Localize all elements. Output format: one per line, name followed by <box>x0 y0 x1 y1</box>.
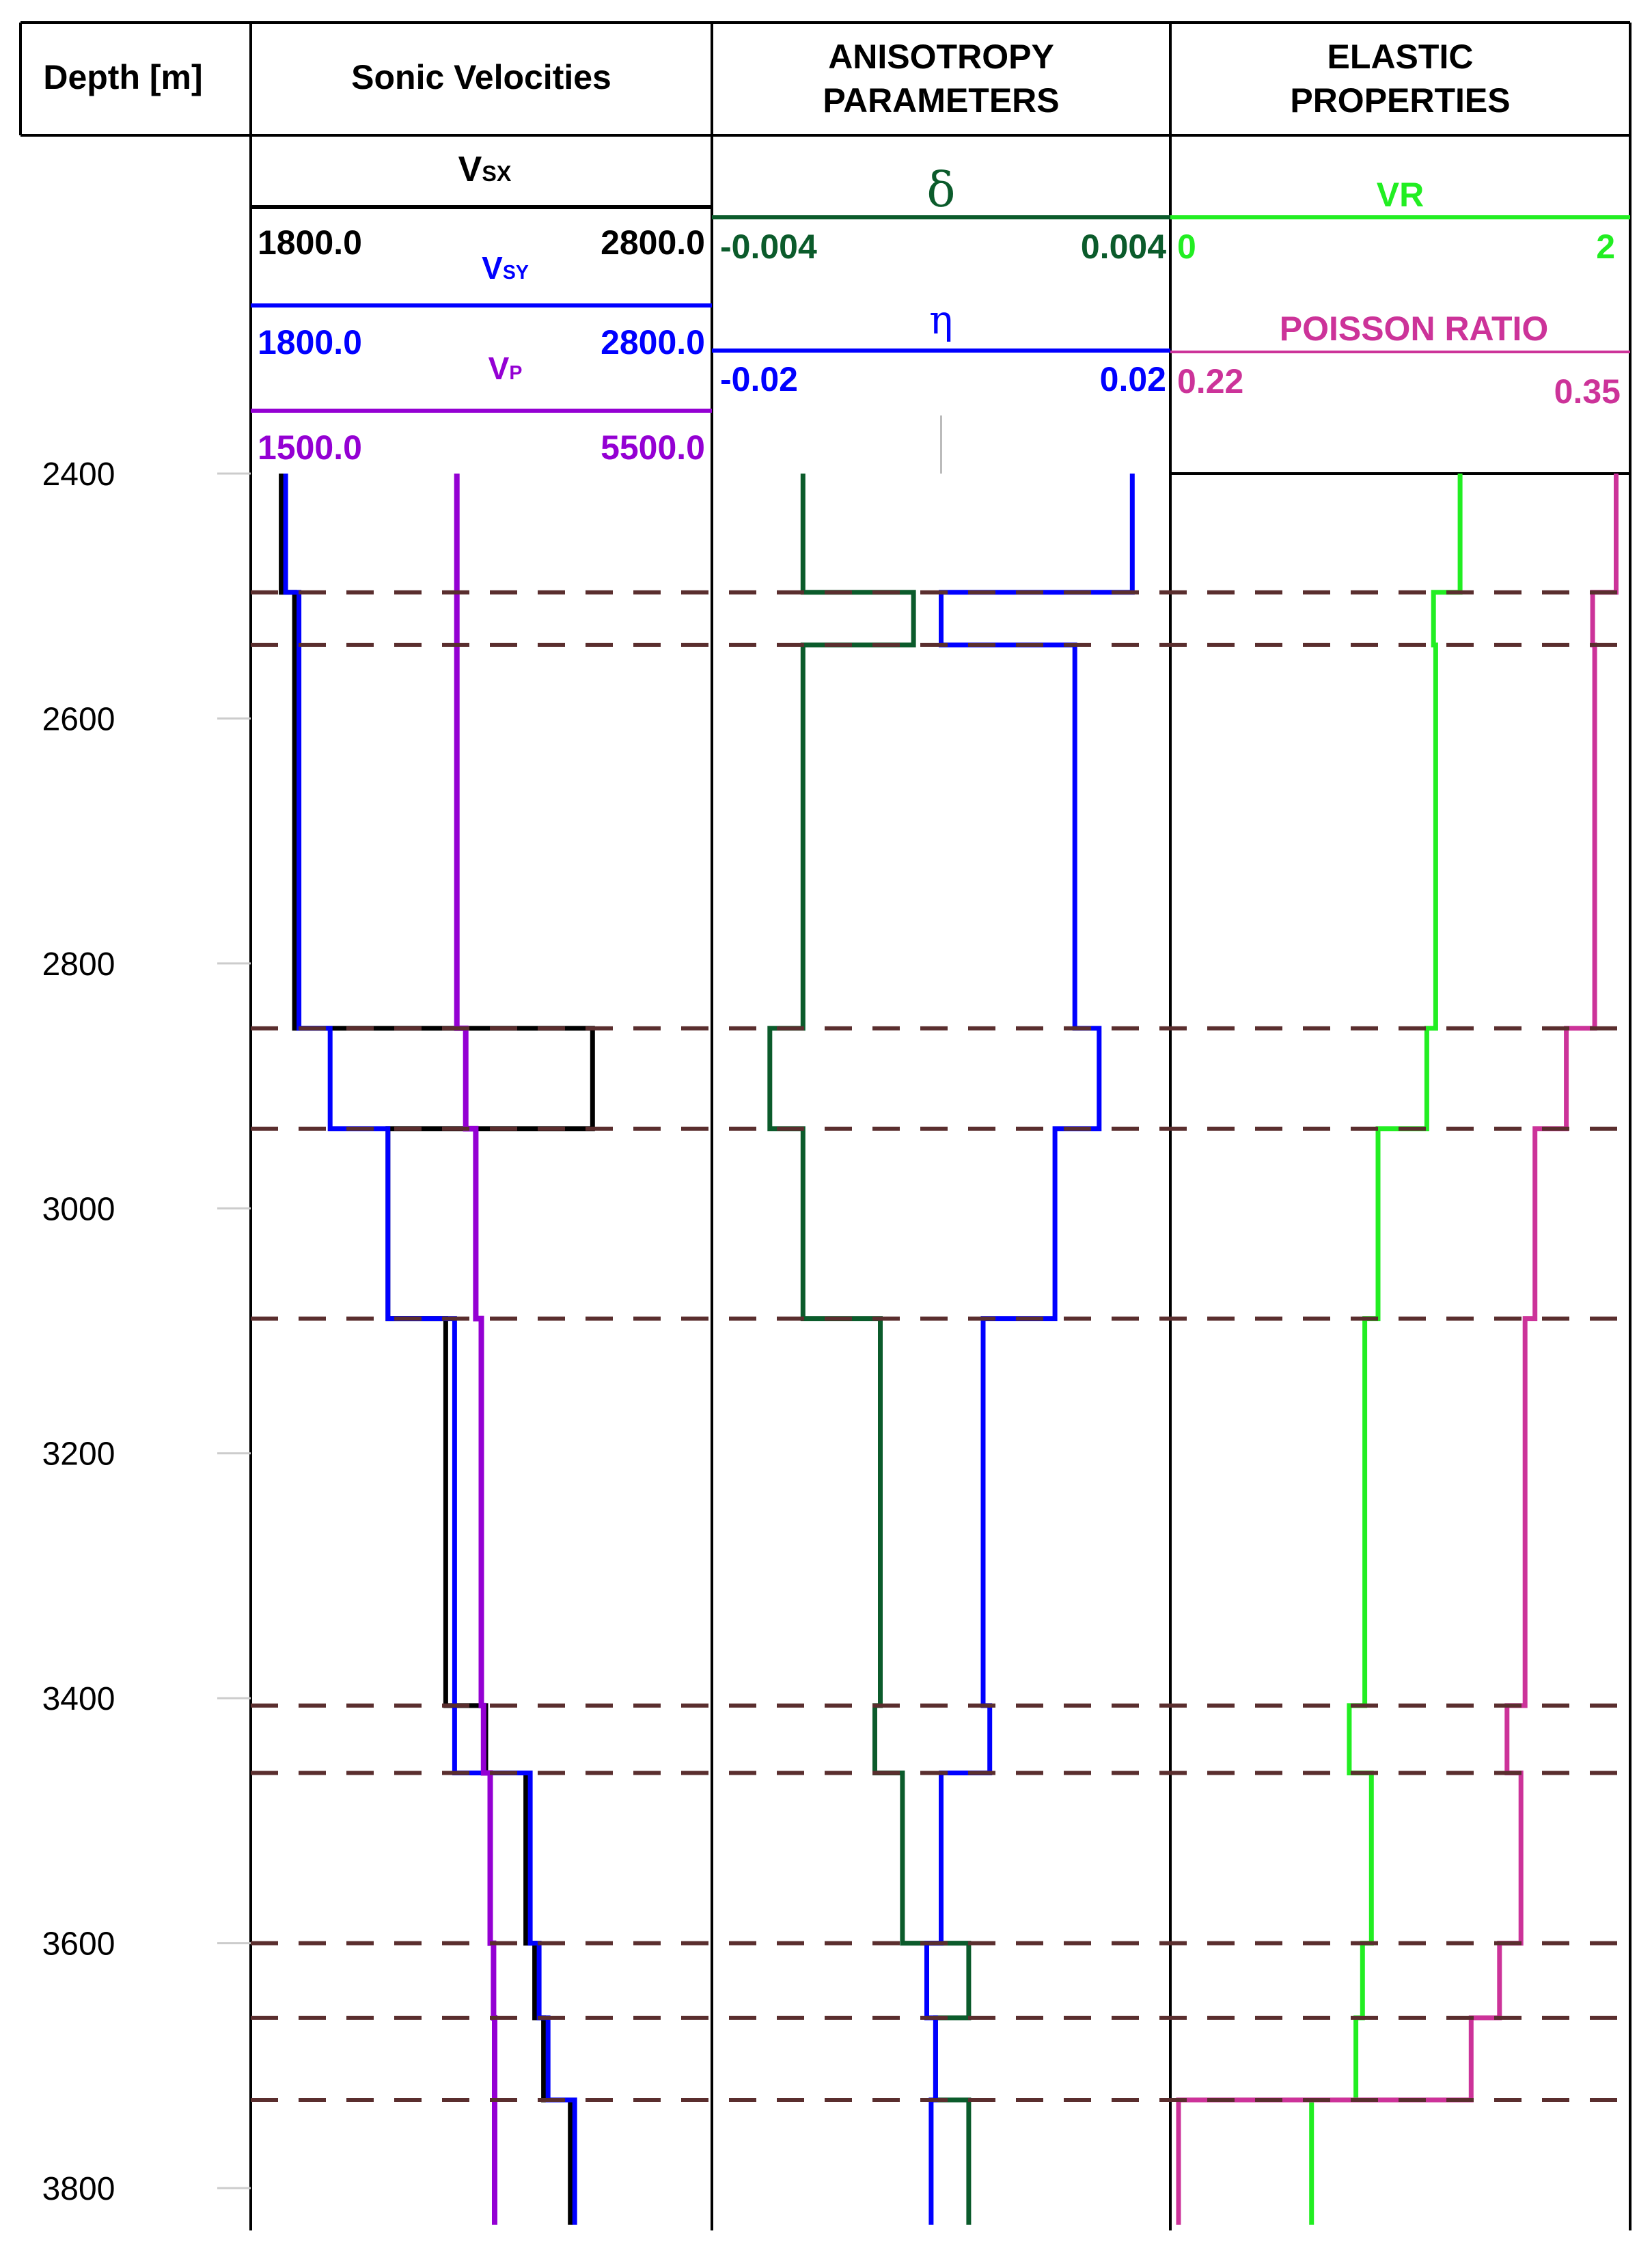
poisson-curve-name: POISSON RATIO <box>1280 310 1549 348</box>
vsy-max-label: 2800.0 <box>601 323 705 361</box>
curve-name-vsy: VSY <box>482 250 529 286</box>
depth-tick-label: 3800 <box>42 2171 115 2207</box>
track-title-sonic: Sonic Velocities <box>351 58 611 96</box>
poisson-max-label: 0.35 <box>1554 372 1621 411</box>
curve-δ <box>767 474 972 2225</box>
vsx-min-label: 1800.0 <box>258 223 362 262</box>
vp-min-label: 1500.0 <box>258 428 362 467</box>
delta-min-label: -0.004 <box>720 228 817 266</box>
eta-min-label: -0.02 <box>720 360 798 398</box>
track-title-anisotropy: ANISOTROPY PARAMETERS <box>823 38 1059 120</box>
poisson-min-label: 0.22 <box>1177 362 1243 400</box>
depth-tick-label: 3600 <box>42 1926 115 1963</box>
curve-vr <box>1309 474 1463 2225</box>
vp-max-label: 5500.0 <box>601 428 705 467</box>
curve-v-p <box>454 474 497 2225</box>
depth-tick-label: 3200 <box>42 1436 115 1473</box>
curve-poisson-ratio <box>1176 474 1619 2225</box>
delta-max-label: 0.004 <box>1081 228 1166 266</box>
vr-max-label: 2 <box>1596 228 1615 266</box>
depth-tick-label: 2800 <box>42 946 115 983</box>
vsy-min-label: 1800.0 <box>258 323 362 361</box>
curve-η <box>924 474 1135 2225</box>
depth-tick-label: 3400 <box>42 1681 115 1717</box>
vsx-max-label: 2800.0 <box>601 223 705 262</box>
curve-name-vp: VP <box>488 351 523 386</box>
vr-curve-name: VR <box>1377 176 1424 214</box>
depth-tick-label: 2600 <box>42 701 115 737</box>
depth-axis-title: Depth [m] <box>43 58 202 96</box>
track-title-elastic: ELASTIC PROPERTIES <box>1290 38 1510 120</box>
curve-v-sx <box>279 474 595 2225</box>
vr-min-label: 0 <box>1177 228 1196 266</box>
depth-tick-label: 2400 <box>42 456 115 493</box>
eta-curve-name: η <box>929 297 953 343</box>
curve-name-vsx: VSX <box>458 150 512 189</box>
delta-curve-name: δ <box>926 162 955 218</box>
curve-v-sy <box>283 474 577 2225</box>
depth-tick-label: 3000 <box>42 1191 115 1227</box>
eta-max-label: 0.02 <box>1100 360 1166 398</box>
